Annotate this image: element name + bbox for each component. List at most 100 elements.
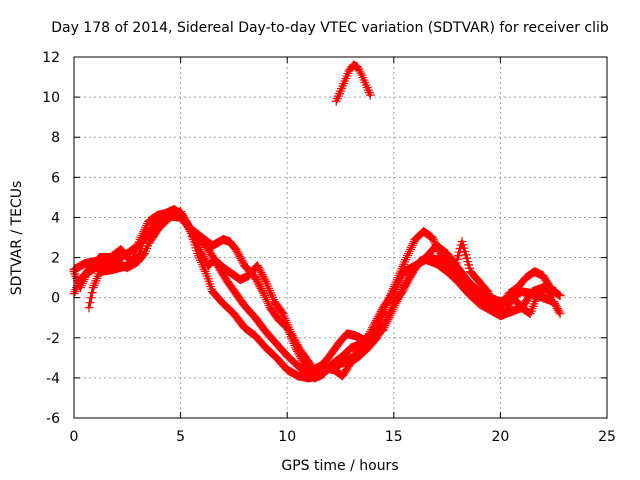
data-point-marker xyxy=(278,309,288,319)
data-point-marker xyxy=(396,266,406,276)
data-point-marker xyxy=(286,327,296,337)
plot-frame xyxy=(73,56,608,419)
y-tick-labels: -6 -4 -2 0 2 4 6 8 10 12 xyxy=(42,50,60,427)
data-point-marker xyxy=(90,278,100,288)
y-tick-label: -4 xyxy=(46,371,60,387)
data-point-marker xyxy=(385,307,395,317)
data-point-marker xyxy=(84,303,94,313)
data-point-marker xyxy=(263,299,273,309)
data-point-marker xyxy=(266,288,276,298)
data-point-marker xyxy=(402,253,412,263)
data-point-marker xyxy=(398,261,408,271)
data-point-marker xyxy=(200,266,210,276)
data-point-marker xyxy=(551,287,561,297)
data-point-marker xyxy=(397,264,407,274)
data-point-marker xyxy=(89,280,99,290)
data-point-marker xyxy=(137,230,147,240)
series-track-e xyxy=(331,60,375,106)
data-point-marker xyxy=(268,292,278,302)
y-tick-label: 4 xyxy=(51,210,60,226)
data-point-marker xyxy=(383,311,393,321)
chart-title: Day 178 of 2014, Sidereal Day-to-day VTE… xyxy=(51,20,609,36)
x-tick-label: 15 xyxy=(385,429,403,445)
y-tick-label: 6 xyxy=(51,170,60,186)
y-tick-label: -6 xyxy=(46,411,60,427)
data-point-marker xyxy=(258,287,268,297)
data-point-marker xyxy=(85,298,95,308)
data-point-marker xyxy=(139,226,149,236)
data-point-marker xyxy=(73,281,83,291)
data-point-marker xyxy=(188,230,198,240)
data-point-marker xyxy=(386,305,396,315)
data-point-marker xyxy=(141,222,151,232)
data-point-marker xyxy=(393,273,403,283)
x-tick-label: 25 xyxy=(598,429,616,445)
data-point-marker xyxy=(92,273,102,283)
data-point-marker xyxy=(353,62,363,72)
data-point-marker xyxy=(403,251,413,261)
y-tick-label: -2 xyxy=(46,331,60,347)
data-point-marker xyxy=(91,276,101,286)
data-point-marker xyxy=(142,220,152,230)
data-point-marker xyxy=(280,313,290,323)
data-point-marker xyxy=(392,275,402,285)
data-point-marker xyxy=(86,293,96,303)
data-point-marker xyxy=(448,267,458,277)
data-point-marker xyxy=(554,307,564,317)
data-point-marker xyxy=(403,249,413,259)
x-axis-label: GPS time / hours xyxy=(281,458,398,474)
data-point-marker xyxy=(70,287,80,297)
data-point-marker xyxy=(555,309,565,319)
data-point-marker xyxy=(380,317,390,327)
data-point-marker xyxy=(365,90,375,100)
series-track-d xyxy=(69,204,561,381)
y-tick-label: 12 xyxy=(42,50,60,66)
data-point-marker xyxy=(191,237,201,247)
data-point-marker xyxy=(259,289,269,299)
y-tick-label: 8 xyxy=(51,130,60,146)
data-point-marker xyxy=(88,283,98,293)
data-point-marker xyxy=(284,322,294,332)
data-point-marker xyxy=(192,239,202,249)
y-tick-label: 2 xyxy=(51,251,60,267)
data-point-marker xyxy=(382,313,392,323)
data-point-marker xyxy=(260,275,270,285)
data-point-marker xyxy=(189,233,199,242)
data-point-marker xyxy=(385,290,395,300)
axis-ticks xyxy=(73,56,608,419)
data-point-marker xyxy=(140,224,150,234)
data-point-marker xyxy=(264,283,274,293)
y-axis-label: SDTVAR / TECUs xyxy=(9,181,25,296)
x-tick-label: 20 xyxy=(491,429,509,445)
data-series xyxy=(69,60,565,383)
data-point-marker xyxy=(262,279,272,289)
data-point-marker xyxy=(281,315,291,325)
data-point-marker xyxy=(93,271,103,281)
data-point-marker xyxy=(390,279,400,289)
x-tick-label: 0 xyxy=(70,429,79,445)
data-point-marker xyxy=(285,324,295,334)
data-point-marker xyxy=(405,245,415,255)
data-point-marker xyxy=(261,277,271,287)
data-point-marker xyxy=(194,243,204,253)
x-tick-label: 10 xyxy=(278,429,296,445)
data-point-marker xyxy=(74,279,84,289)
data-point-marker xyxy=(87,288,97,298)
x-tick-labels: 0 5 10 15 20 25 xyxy=(70,429,616,445)
data-point-marker xyxy=(391,277,401,287)
data-point-marker xyxy=(185,225,195,235)
y-tick-label: 0 xyxy=(51,291,60,307)
data-point-marker xyxy=(385,293,395,303)
data-point-marker xyxy=(388,284,398,294)
data-point-marker xyxy=(394,270,404,280)
data-point-marker xyxy=(400,257,410,267)
data-point-marker xyxy=(401,255,411,265)
data-point-marker xyxy=(404,247,414,257)
data-point-marker xyxy=(186,226,196,236)
data-point-marker xyxy=(555,291,565,301)
data-point-marker xyxy=(260,291,270,301)
data-point-marker xyxy=(406,243,416,253)
data-point-marker xyxy=(387,286,397,296)
data-point-marker xyxy=(387,303,397,313)
